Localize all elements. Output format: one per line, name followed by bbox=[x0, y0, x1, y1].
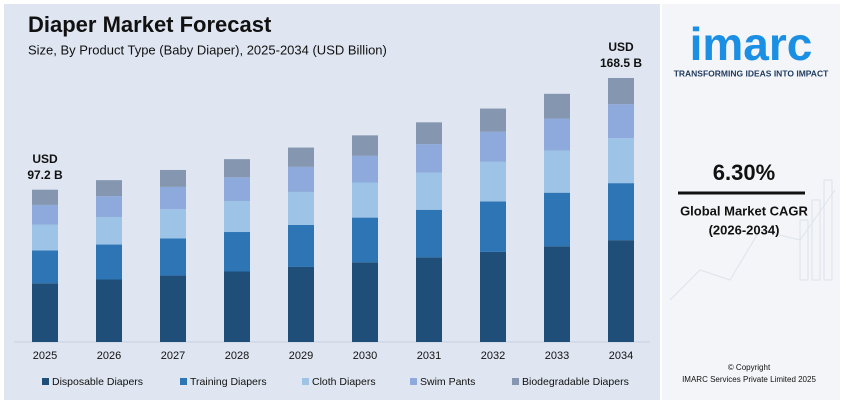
bar-segment bbox=[160, 169, 186, 187]
bar-segment bbox=[352, 182, 378, 218]
bar-segment bbox=[96, 216, 122, 245]
x-tick-label: 2031 bbox=[417, 350, 441, 362]
legend-marker bbox=[42, 378, 49, 385]
bar-segment bbox=[224, 271, 250, 342]
bar-segment bbox=[480, 131, 506, 162]
bar-segment bbox=[544, 246, 570, 342]
legend-label: Training Diapers bbox=[190, 376, 267, 388]
bar-segment bbox=[160, 238, 186, 276]
bar-segment bbox=[416, 144, 442, 173]
side-panel bbox=[662, 4, 840, 400]
x-tick-label: 2033 bbox=[545, 350, 569, 362]
cagr-value: 6.30% bbox=[713, 160, 775, 185]
bar-segment bbox=[32, 204, 58, 225]
logo: imarc bbox=[690, 18, 813, 70]
cagr-period: (2026-2034) bbox=[709, 222, 780, 237]
bar-segment bbox=[288, 266, 314, 342]
bar-segment bbox=[96, 180, 122, 197]
bar-segment bbox=[160, 209, 186, 239]
bar-segment bbox=[288, 191, 314, 225]
x-tick-label: 2028 bbox=[225, 350, 249, 362]
legend-label: Biodegradable Diapers bbox=[522, 376, 629, 388]
bar-segment bbox=[160, 275, 186, 342]
bar-segment bbox=[352, 217, 378, 263]
x-tick-label: 2032 bbox=[481, 350, 505, 362]
decoration bbox=[669, 179, 836, 301]
bar-segment bbox=[416, 209, 442, 258]
bar-segment bbox=[544, 192, 570, 247]
legend-label: Cloth Diapers bbox=[312, 376, 376, 388]
legend-marker bbox=[512, 378, 519, 385]
bar-segment bbox=[32, 224, 58, 251]
x-tick-label: 2029 bbox=[289, 350, 313, 362]
bar-segment bbox=[608, 138, 634, 184]
bar-segment bbox=[416, 257, 442, 342]
bar-segment bbox=[32, 189, 58, 205]
bar-segment bbox=[288, 147, 314, 167]
x-tick-label: 2030 bbox=[353, 350, 377, 362]
bar-segment bbox=[352, 155, 378, 183]
x-tick-label: 2034 bbox=[609, 350, 633, 362]
bar-segment bbox=[288, 166, 314, 192]
bar-segment bbox=[416, 122, 442, 145]
copyright: © Copyright bbox=[728, 363, 771, 372]
bar-segment bbox=[352, 262, 378, 342]
legend-label: Disposable Diapers bbox=[52, 376, 143, 388]
x-tick-label: 2025 bbox=[33, 350, 57, 362]
bar-segment bbox=[480, 251, 506, 342]
bar-segment bbox=[480, 108, 506, 132]
bar-segment bbox=[224, 159, 250, 178]
bar-segment bbox=[480, 201, 506, 252]
bar-segment bbox=[96, 196, 122, 217]
annotation: USD bbox=[32, 152, 58, 166]
bar-segment bbox=[544, 118, 570, 151]
annotation: 168.5 B bbox=[600, 56, 642, 70]
cagr-label: Global Market CAGR bbox=[680, 203, 808, 218]
annotation: USD bbox=[608, 40, 634, 54]
legend-marker bbox=[410, 378, 417, 385]
company: IMARC Services Private Limited 2025 bbox=[682, 375, 816, 384]
bar-segment bbox=[32, 250, 58, 284]
x-tick-label: 2027 bbox=[161, 350, 185, 362]
bar-segment bbox=[480, 161, 506, 202]
bar-segment bbox=[160, 186, 186, 210]
bar-segment bbox=[96, 244, 122, 280]
bar-segment bbox=[352, 135, 378, 156]
bar-segment bbox=[224, 177, 250, 201]
x-tick-label: 2026 bbox=[97, 350, 121, 362]
bar-segment bbox=[608, 104, 634, 139]
chart-title: Diaper Market Forecast bbox=[28, 12, 272, 37]
annotation: 97.2 B bbox=[27, 168, 63, 182]
bar-segment bbox=[416, 172, 442, 210]
bar-segment bbox=[544, 150, 570, 193]
bar-segment bbox=[288, 224, 314, 267]
bar-segment bbox=[544, 93, 570, 119]
bar-segment bbox=[608, 183, 634, 241]
legend-marker bbox=[302, 378, 309, 385]
legend-label: Swim Pants bbox=[420, 376, 475, 388]
bar-segment bbox=[224, 232, 250, 272]
bar-segment bbox=[96, 279, 122, 342]
bar-segment bbox=[32, 283, 58, 342]
bar-segment bbox=[608, 240, 634, 342]
legend-marker bbox=[180, 378, 187, 385]
bar-segment bbox=[224, 200, 250, 233]
tagline: TRANSFORMING IDEAS INTO IMPACT bbox=[674, 68, 829, 78]
chart-subtitle: Size, By Product Type (Baby Diaper), 202… bbox=[28, 42, 387, 57]
bar-segment bbox=[608, 78, 634, 105]
